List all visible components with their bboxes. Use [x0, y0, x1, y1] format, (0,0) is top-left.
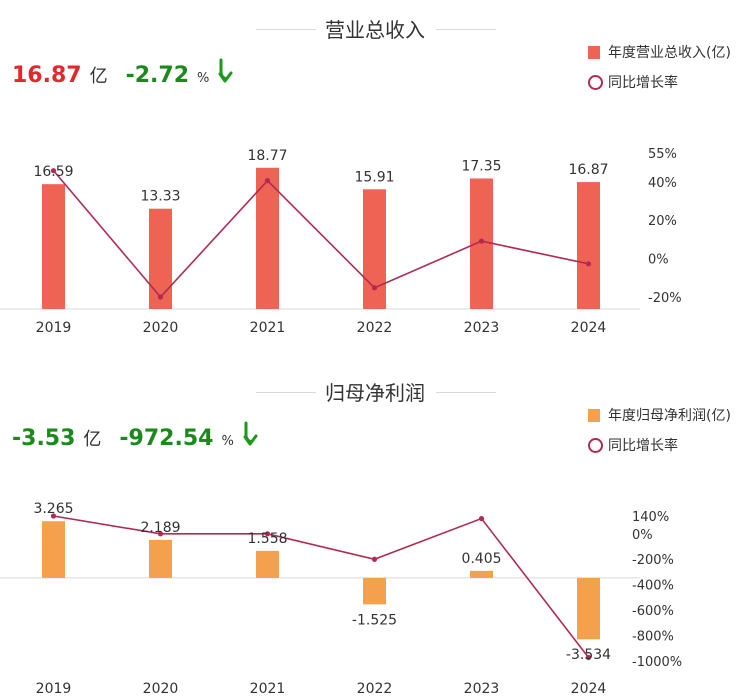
category-label: 2022 [357, 320, 393, 336]
right-axis-tick-label: 0% [648, 253, 669, 268]
bar-value-label: 0.405 [461, 551, 501, 567]
title-divider-left [256, 29, 316, 30]
title-divider-right [436, 29, 496, 30]
category-label: 2021 [250, 320, 286, 336]
right-axis-tick-label: -400% [632, 579, 674, 594]
profit-title: 归母净利润 [325, 381, 425, 405]
title-divider-left [256, 392, 316, 393]
right-axis-tick-label: -600% [632, 604, 674, 619]
growth-point [50, 513, 57, 519]
growth-point [50, 168, 57, 174]
revenue-kpi-value: 16.87 [12, 63, 82, 88]
bar [149, 208, 172, 309]
growth-point [264, 531, 271, 537]
revenue-panel: 营业总收入 16.87 亿 -2.72% 年度营业总收入(亿) 同比增长率 55% 4… [0, 0, 750, 345]
bar [42, 184, 65, 309]
bar-value-label: 1.558 [247, 531, 287, 547]
right-axis-tick-label: -800% [632, 630, 674, 645]
legend-circle-icon [588, 438, 603, 453]
bar [363, 577, 386, 605]
category-label: 2020 [143, 681, 179, 697]
bar-value-label: 2.189 [140, 520, 180, 536]
growth-point [157, 294, 164, 300]
growth-point [585, 261, 592, 267]
bar-value-label: 17.35 [461, 158, 501, 174]
category-label: 2021 [250, 681, 286, 697]
category-label: 2023 [464, 681, 500, 697]
growth-point [371, 285, 378, 291]
profit-kpi-pct: % [221, 434, 234, 449]
right-axis-tick-label: -1000% [632, 655, 682, 670]
right-axis-tick-label: 55% [648, 147, 677, 162]
bar-value-label: -1.525 [352, 612, 397, 628]
revenue-kpi-pct: % [197, 71, 210, 86]
bar [256, 550, 279, 578]
category-label: 2022 [357, 681, 393, 697]
bar [149, 539, 172, 578]
revenue-kpi-change: -2.72 [125, 63, 190, 88]
legend-label-profit: 年度归母净利润(亿) [608, 408, 731, 424]
growth-line [53, 515, 590, 658]
revenue-kpi-unit: 亿 [89, 66, 108, 87]
right-axis-tick-label: 40% [648, 176, 677, 191]
growth-line [52, 170, 589, 299]
category-label: 2024 [571, 320, 607, 336]
bar [470, 570, 493, 578]
revenue-title: 营业总收入 [325, 18, 425, 42]
bar [363, 189, 386, 309]
right-axis-tick-label: -20% [648, 291, 682, 306]
net-profit-chart: 140% 0% -200% -400% -600% -800% -1000% 3.265 2.1… [0, 501, 682, 697]
profit-kpi: -3.53 亿 -972.54% [12, 419, 260, 451]
legend-label-revenue: 年度营业总收入(亿) [608, 45, 731, 61]
revenue-title-row: 营业总收入 [0, 14, 750, 44]
legend-swatch-profit [588, 409, 600, 422]
category-label: 2024 [571, 681, 607, 697]
bar [577, 182, 600, 309]
bar-value-label: 15.91 [354, 169, 394, 185]
arrow-down-icon [215, 58, 235, 88]
category-label: 2023 [464, 320, 500, 336]
growth-point [157, 531, 164, 537]
right-axis-tick-label: 20% [648, 214, 677, 229]
growth-point [478, 238, 485, 244]
bar-value-label: 16.59 [33, 164, 73, 180]
legend-label-profit-growth: 同比增长率 [608, 438, 678, 454]
growth-point [371, 556, 378, 562]
legend-circle-icon [588, 75, 603, 90]
bar [577, 577, 600, 640]
bar-value-label: 16.87 [568, 162, 608, 178]
category-label: 2019 [36, 320, 72, 336]
bar-value-label: 13.33 [140, 189, 180, 205]
profit-kpi-value: -3.53 [12, 426, 76, 451]
right-axis-tick-label: 0% [632, 528, 653, 543]
net-profit-panel: 归母净利润 -3.53 亿 -972.54% 年度归母净利润(亿) 同比增长率 14… [0, 363, 750, 699]
profit-kpi-unit: 亿 [83, 429, 102, 450]
bar-value-label: 18.77 [247, 148, 287, 164]
arrow-down-icon [240, 421, 260, 451]
revenue-kpi: 16.87 亿 -2.72% [12, 56, 235, 88]
growth-point [264, 178, 271, 184]
revenue-chart: 55% 40% 20% 0% -20% 16.59 13.33 18.77 15.91 17.35… [0, 147, 682, 336]
category-label: 2020 [143, 320, 179, 336]
right-axis-tick-label: -200% [632, 553, 674, 568]
growth-point [585, 654, 592, 661]
category-label: 2019 [36, 681, 72, 697]
legend-label-revenue-growth: 同比增长率 [608, 75, 678, 91]
title-divider-right [436, 392, 496, 393]
bar-value-label: -3.534 [566, 647, 611, 663]
bar [470, 178, 493, 309]
right-axis-tick-label: 140% [632, 510, 669, 525]
bar [256, 167, 279, 309]
bar [42, 521, 65, 578]
bar-value-label: 3.265 [33, 501, 73, 517]
growth-point [478, 515, 485, 522]
profit-title-row: 归母净利润 [0, 377, 750, 407]
profit-kpi-change: -972.54 [119, 426, 214, 451]
legend-swatch-revenue [588, 46, 600, 59]
